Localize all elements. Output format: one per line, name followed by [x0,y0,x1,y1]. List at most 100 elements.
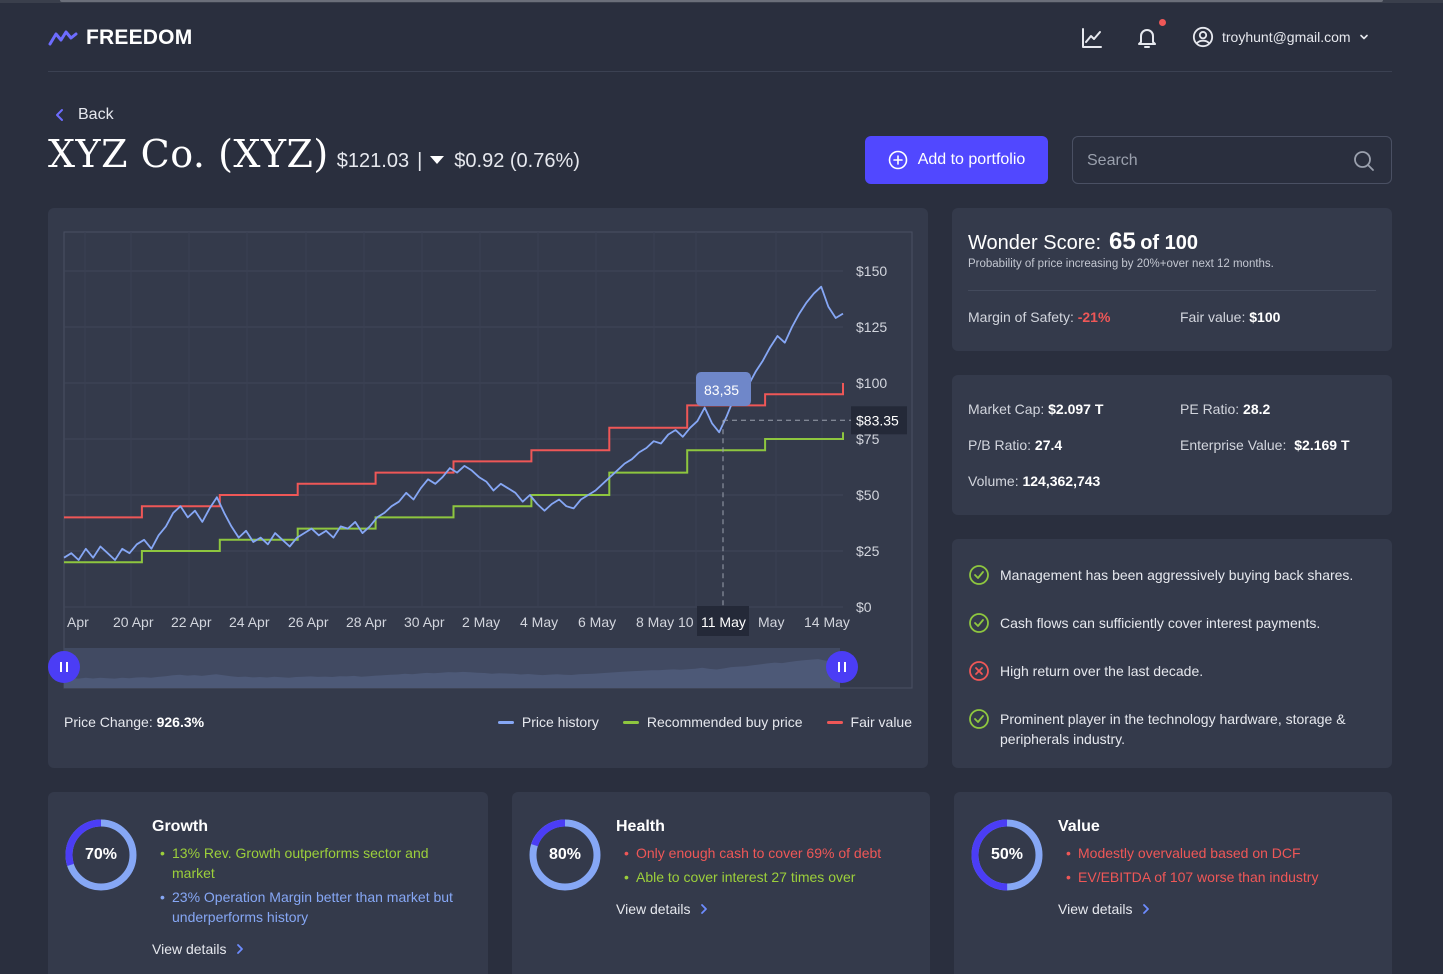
value-card: 50% Value Modestly overvalued based on D… [954,792,1392,974]
legend-label: Recommended buy price [646,714,803,730]
health-bullets: Only enough cash to cover 69% of debt Ab… [624,843,924,891]
health-ring [529,819,601,891]
value-view-details-link[interactable]: View details [1058,901,1150,917]
ev-value: $2.169 T [1294,437,1350,453]
x-tick-label: 8 May [636,614,674,630]
y-tick-label: $150 [856,263,887,279]
ring-remaining-arc [971,819,1043,891]
y-tick-label: $25 [856,543,880,559]
y-tick-label: $0 [856,599,872,615]
navigator-right-handle[interactable] [826,651,858,683]
back-link[interactable]: Back [54,106,114,124]
value-percent: 50% [990,846,1024,863]
stock-title-row: XYZ Co. (XYZ) $121.03 | $0.92 (0.76%) [48,132,580,176]
pb-value: 27.4 [1034,437,1063,453]
search-box [1072,136,1392,184]
ev-label: Enterprise Value: [1180,437,1287,453]
health-card: 80% Health Only enough cash to cover 69%… [512,792,930,974]
brand-name: FREEDOM [86,26,193,49]
check-text: Cash flows can sufficiently cover intere… [1000,615,1321,631]
chart-legend: Price history Recommended buy price Fair… [497,714,912,730]
x-tick-label: 24 Apr [229,614,270,630]
market-cap: Market Cap: $2.097 T [968,401,1103,417]
margin-value: -21% [1077,309,1111,325]
chart-line-icon[interactable] [1080,26,1104,50]
price-chart[interactable]: $150 $125 $100 $75 $50 $25 $0 Apr 20 Apr 22 Apr 24… [48,208,928,708]
pb-ratio: P/B Ratio: 27.4 [968,437,1062,453]
wonder-score-card: Wonder Score: 65 of 100 Probability of p… [952,208,1392,351]
health-view-details-link[interactable]: View details [616,901,708,917]
y-tick-label: $50 [856,487,880,503]
account-menu[interactable]: troyhunt@gmail.com [1192,26,1369,48]
brand-logo[interactable]: FREEDOM [48,26,192,50]
x-tick-label: 26 Apr [288,614,329,630]
fair-label: Fair value: [1180,309,1246,325]
user-circle-icon [1192,26,1214,48]
growth-view-details-link[interactable]: View details [152,941,244,957]
x-tick-label: May [758,614,784,630]
bullet-item: EV/EBITDA of 107 worse than industry [1066,867,1376,887]
health-title: Health [616,818,665,835]
y-tick-label: $125 [856,319,887,335]
bullet-item: 13% Rev. Growth outperforms sector and m… [160,843,470,883]
fair-value: Fair value: $100 [1180,309,1280,325]
ring-remaining-arc [65,819,137,891]
caret-down-icon [430,156,445,164]
top-header: FREEDOM troyhunt@gmail.com [48,18,1392,72]
chevron-down-icon [1359,34,1368,40]
growth-title: Growth [152,818,208,835]
search-input[interactable] [1087,149,1337,173]
window-top-strip [0,0,1443,3]
price-change: Price Change: 926.3% [64,714,204,730]
price-separator: | [417,150,423,172]
margin-label: Margin of Safety: [968,309,1074,325]
search-icon[interactable] [1353,150,1375,172]
bell-icon[interactable] [1135,26,1159,50]
x-tick-label: 28 Apr [346,614,387,630]
navigator-left-handle[interactable] [48,651,80,683]
checks-card: Management has been aggressively buying … [952,539,1392,768]
wonder-score-title: Wonder Score: 65 of 100 [968,228,1198,256]
crosshair-y-label: $83.35 [856,412,899,428]
health-percent: 80% [548,846,582,863]
pe-value: 28.2 [1243,401,1271,417]
add-to-portfolio-label: Add to portfolio [917,151,1026,168]
price-chart-card: $150 $125 $100 $75 $50 $25 $0 Apr 20 Apr 22 Apr 24… [48,208,928,768]
crosshair-x-label-bg [697,606,749,636]
market-cap-label: Market Cap: [968,401,1045,417]
tooltip-value: 83,35 [704,382,739,398]
volume-value: 124,362,743 [1022,473,1101,489]
x-tick-label: 20 Apr [113,614,154,630]
x-tick-label: 6 May [578,614,616,630]
growth-ring [65,819,137,891]
stock-name: XYZ Co. (XYZ) [48,132,329,176]
pe-label: PE Ratio: [1180,401,1240,417]
growth-percent: 70% [84,846,118,863]
legend-swatch [826,720,843,724]
volume-label: Volume: [968,473,1019,489]
check-item: Cash flows can sufficiently cover intere… [968,613,1378,634]
margin-of-safety: Margin of Safety: -21% [968,309,1110,325]
stats-card: Market Cap: $2.097 T PE Ratio: 28.2 P/B … [952,375,1392,515]
enterprise-value: Enterprise Value: $2.169 T [1180,437,1350,453]
legend-label: Price history [521,714,599,730]
value-bullets: Modestly overvalued based on DCF EV/EBIT… [1066,843,1376,891]
stock-change: $0.92 (0.76%) [454,150,580,172]
tooltip-bg [696,372,751,406]
check-circle-icon [969,565,989,585]
y-tick-label: $100 [856,375,887,391]
legend-buy-price[interactable]: Recommended buy price [622,714,803,730]
divider [968,290,1376,291]
check-circle-icon [969,613,989,633]
legend-price-history[interactable]: Price history [497,714,599,730]
navigator-area [64,659,840,688]
chevron-right-icon [701,904,708,914]
check-item: High return over the last decade. [968,661,1378,682]
add-to-portfolio-button[interactable]: Add to portfolio [865,136,1048,184]
y-tick-label: $75 [856,431,880,447]
legend-fair-value[interactable]: Fair value [826,714,912,730]
bullet-item: Only enough cash to cover 69% of debt [624,843,924,863]
check-item: Prominent player in the technology hardw… [968,709,1378,749]
crosshair-y-label-bg [851,406,907,435]
bullet-item: Able to cover interest 27 times over [624,867,924,887]
